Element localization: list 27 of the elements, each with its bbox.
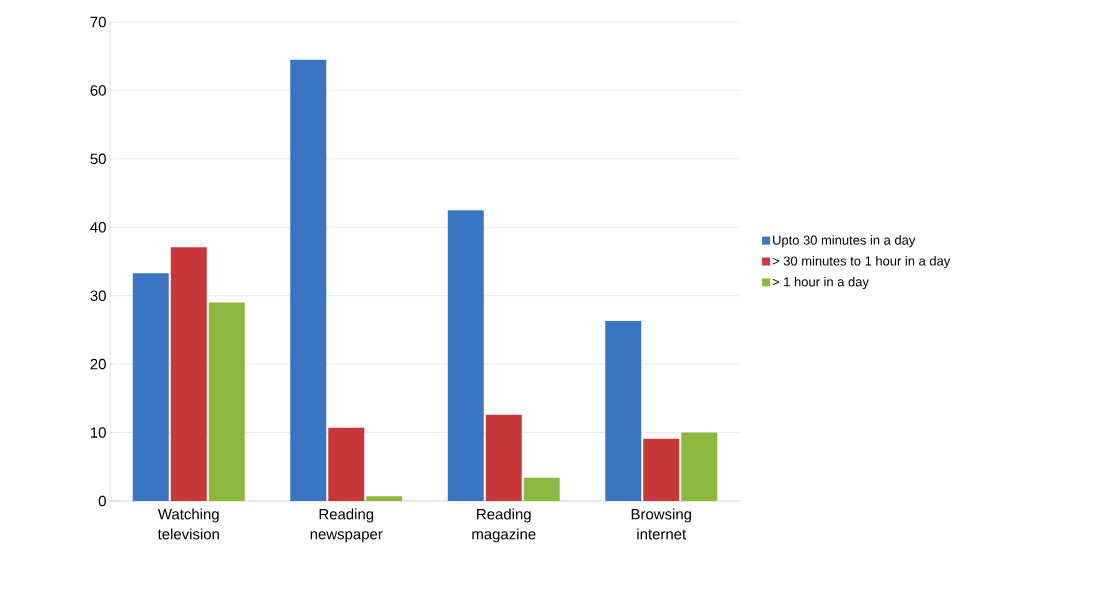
x-tick-label: Browsing internet [631,508,692,540]
y-tick-label: 40 [90,221,106,233]
y-tick-label: 60 [90,85,106,96]
legend-label: Upto 30 minutes in a day [773,235,916,248]
bar [485,414,522,501]
bar [447,210,484,501]
bar [366,496,403,501]
y-tick-label: 30 [90,290,106,301]
y-tick-label: 50 [90,153,106,165]
bar [605,321,642,501]
bar [132,273,169,501]
bar [643,438,680,501]
y-tick-label: 10 [91,427,106,438]
y-tick-label: 70 [90,16,106,28]
y-tick-label: 0 [98,495,106,507]
x-tick-label: Reading newspaper [310,508,383,543]
bar [290,59,327,501]
bar [681,432,718,501]
legend-label: > 1 hour in a day [772,276,869,289]
y-tick-label: 20 [90,358,106,370]
x-tick-label: Watching television [157,508,219,540]
bar [523,477,560,501]
bar [328,427,365,501]
legend-label: > 30 minutes to 1 hour in a day [772,256,951,269]
bar [170,247,207,501]
bar [208,302,245,501]
x-tick-label: Reading magazine [472,508,536,543]
